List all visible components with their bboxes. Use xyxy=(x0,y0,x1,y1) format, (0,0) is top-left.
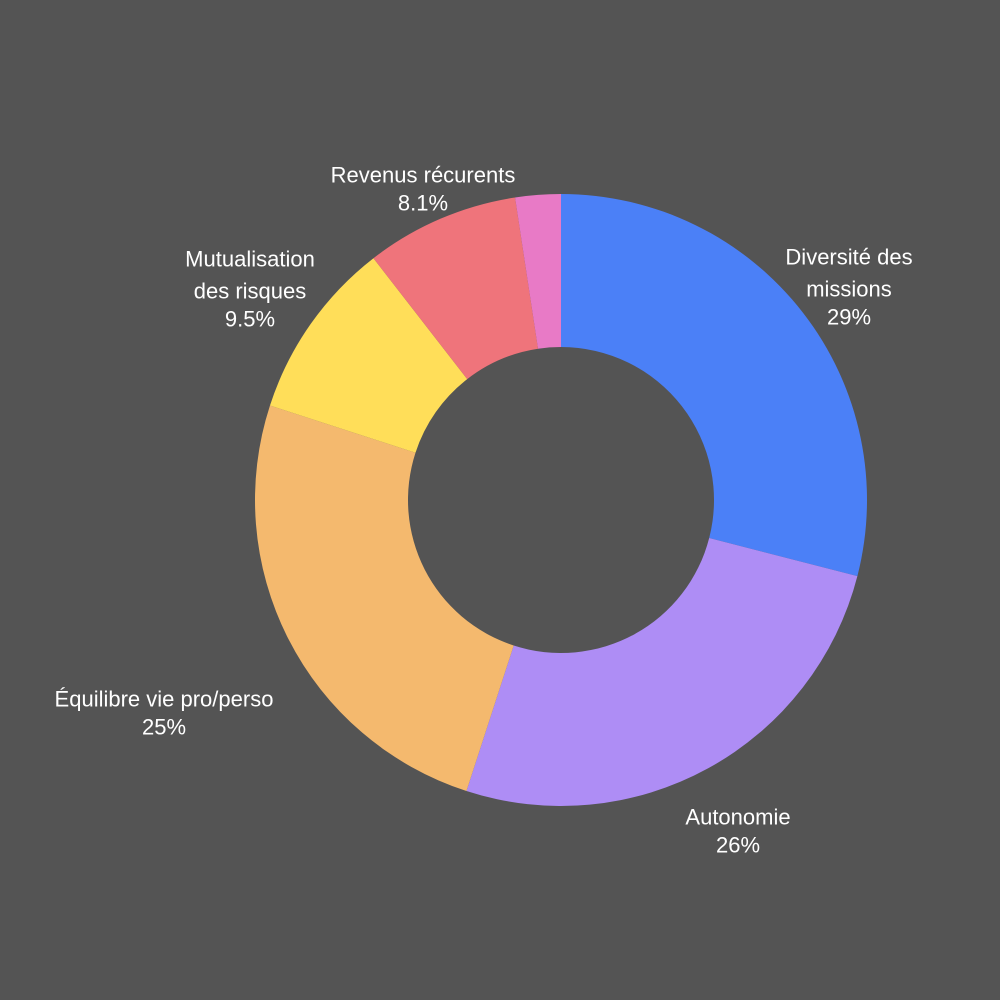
labels-group: Diversité des missions 29% Autonomie 26% Équi… xyxy=(55,163,913,858)
slice-label-4: Mutualisation xyxy=(185,247,315,272)
slice-value-1: 29% xyxy=(827,305,871,330)
slice-label-3: Équilibre vie pro/perso xyxy=(55,687,274,712)
slice-label-5: Revenus récurents xyxy=(331,163,516,188)
slice-2 xyxy=(466,538,858,806)
slices-group xyxy=(255,194,867,806)
slice-label-2: Autonomie xyxy=(685,805,790,830)
slice-value-3: 25% xyxy=(142,715,186,740)
slice-4 xyxy=(269,258,468,453)
slice-label-1: Diversité des xyxy=(785,245,912,270)
slice-5 xyxy=(373,197,539,380)
slice-value-2: 26% xyxy=(716,833,760,858)
slice-3 xyxy=(255,405,514,792)
slice-6 xyxy=(515,194,561,349)
slice-label-4: des risques xyxy=(194,279,307,304)
slice-value-5: 8.1% xyxy=(398,191,448,216)
slice-1 xyxy=(561,194,867,577)
slice-label-1: missions xyxy=(806,277,892,302)
slice-value-4: 9.5% xyxy=(225,307,275,332)
